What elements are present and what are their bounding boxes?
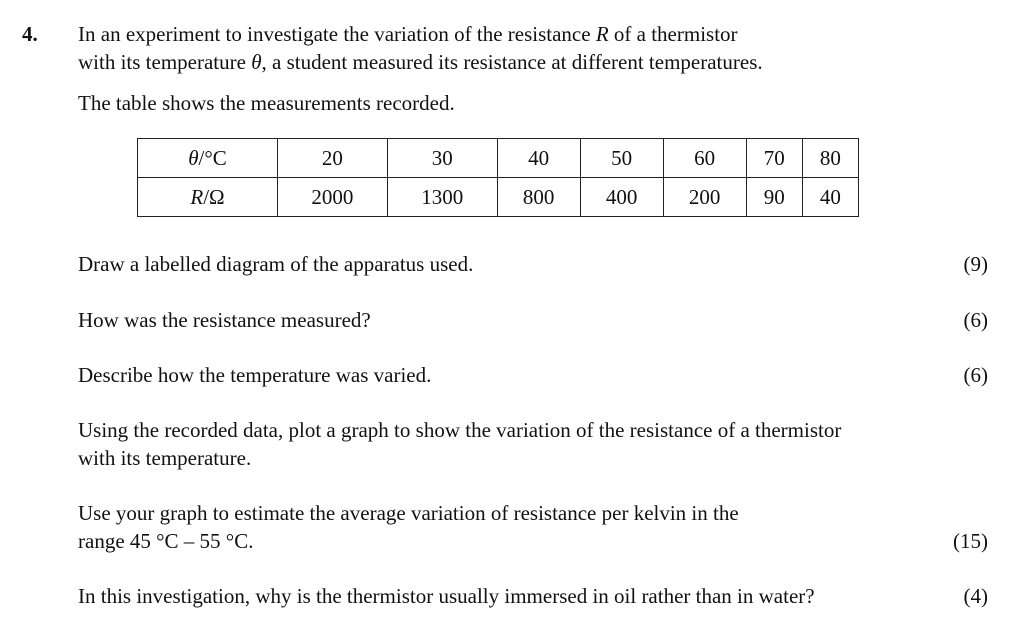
part-text: How was the resistance measured? [78,308,371,332]
question-number: 4. [22,22,38,46]
part-estimate-variation: Use your graph to estimate the average v… [78,499,988,555]
part-oil-immersion: In this investigation, why is the thermi… [78,582,988,610]
part-marks: (9) [963,252,989,276]
intro-line-2: with its temperature θ, a student measur… [78,50,763,74]
part-marks: (15) [953,529,988,553]
part-marks: (6) [963,363,989,387]
temperature-row: θ/°C 20 30 40 50 60 70 80 [137,138,860,178]
resistance-cell: 90 [745,177,803,217]
part-text-line-1: Using the recorded data, plot a graph to… [78,418,842,442]
part-temperature-variation: Describe how the temperature was varied. [78,361,988,389]
measurements-table: θ/°C 20 30 40 50 60 70 80 R/Ω 2000 1300 … [137,138,860,217]
temperature-cell: 40 [496,138,581,178]
resistance-cell: 2000 [277,177,388,217]
temperature-cell: 50 [579,138,664,178]
temperature-header: θ/°C [137,138,278,178]
part-text: Describe how the temperature was varied. [78,363,432,387]
part-text: Draw a labelled diagram of the apparatus… [78,252,474,276]
resistance-row: R/Ω 2000 1300 800 400 200 90 40 [137,177,860,217]
resistance-cell: 1300 [386,177,498,217]
part-plot-graph: Using the recorded data, plot a graph to… [78,416,988,472]
part-marks: (6) [963,308,989,332]
resistance-header: R/Ω [137,177,278,217]
part-text: In this investigation, why is the thermi… [78,584,815,608]
temperature-cell: 30 [386,138,498,178]
part-text-line-2: with its temperature. [78,446,252,470]
resistance-cell: 400 [579,177,664,217]
temperature-cell: 70 [745,138,803,178]
part-text-line-1: Use your graph to estimate the average v… [78,501,739,525]
table-note: The table shows the measurements recorde… [78,91,455,115]
question-intro: In an experiment to investigate the vari… [78,20,978,76]
resistance-cell: 200 [662,177,747,217]
temperature-cell: 20 [277,138,388,178]
resistance-cell: 40 [801,177,860,217]
temperature-cell: 60 [662,138,747,178]
part-diagram: Draw a labelled diagram of the apparatus… [78,250,988,278]
intro-line-1: In an experiment to investigate the vari… [78,22,738,46]
resistance-cell: 800 [496,177,581,217]
part-resistance-measurement: How was the resistance measured? [78,306,988,334]
part-text-line-2: range 45 °C – 55 °C. [78,529,254,553]
temperature-cell: 80 [801,138,860,178]
part-marks: (4) [963,584,989,608]
